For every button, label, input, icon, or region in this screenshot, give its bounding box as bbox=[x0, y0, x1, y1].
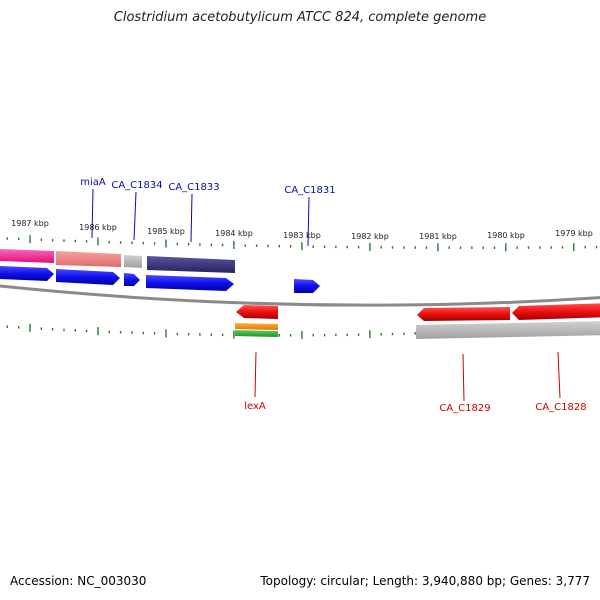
feature-salmon bbox=[56, 251, 121, 267]
feature-track bbox=[0, 249, 235, 273]
feature-grey bbox=[124, 255, 142, 268]
feature-grey-long bbox=[416, 321, 600, 339]
gene-label-CA_C1829[interactable]: CA_C1829 bbox=[439, 403, 490, 414]
map-title: Clostridium acetobutylicum ATCC 824, com… bbox=[113, 10, 487, 25]
gene-label-CA_C1834[interactable]: CA_C1834 bbox=[111, 180, 162, 191]
leader-lexA bbox=[254, 351, 257, 398]
gene-label-miaA[interactable]: miaA bbox=[80, 177, 106, 188]
feature-pink bbox=[0, 249, 54, 263]
reverse-gene-arrow[interactable] bbox=[512, 303, 600, 320]
scale-label-1986: 1986 kbp bbox=[79, 223, 117, 232]
forward-label-leaders bbox=[91, 188, 310, 247]
leader-miaA bbox=[91, 188, 94, 239]
chromosome-backbone bbox=[0, 284, 600, 307]
scale-label-1980: 1980 kbp bbox=[487, 231, 525, 240]
gene-label-CA_C1833[interactable]: CA_C1833 bbox=[168, 182, 219, 193]
forward-gene-arrow[interactable] bbox=[146, 275, 234, 291]
forward-gene-arrow[interactable] bbox=[294, 279, 320, 293]
reverse-genes bbox=[236, 303, 600, 321]
reverse-label-leaders bbox=[254, 351, 561, 402]
accession-text: Accession: NC_003030 bbox=[10, 574, 147, 588]
outer-scale-ticks bbox=[6, 235, 598, 252]
gene-label-CA_C1831[interactable]: CA_C1831 bbox=[284, 185, 335, 196]
reverse-gene-arrow[interactable] bbox=[417, 307, 510, 321]
genome-summary-text: Topology: circular; Length: 3,940,880 bp… bbox=[260, 574, 590, 588]
gene-label-CA_C1828[interactable]: CA_C1828 bbox=[535, 402, 586, 413]
forward-genes bbox=[0, 266, 320, 293]
feature-navy bbox=[147, 256, 235, 273]
gene-label-lexA[interactable]: lexA bbox=[244, 401, 266, 412]
feature-green bbox=[235, 330, 278, 337]
scale-label-1987: 1987 kbp bbox=[11, 219, 49, 228]
leader-CA_C1834 bbox=[133, 191, 137, 241]
forward-gene-arrow[interactable] bbox=[0, 266, 54, 281]
scale-label-1979: 1979 kbp bbox=[555, 229, 593, 238]
reverse-gene-arrow[interactable] bbox=[236, 305, 278, 319]
leader-CA_C1829 bbox=[462, 353, 465, 402]
scale-label-1984: 1984 kbp bbox=[215, 229, 253, 238]
reverse-feature-track bbox=[235, 321, 600, 339]
forward-gene-arrow[interactable] bbox=[56, 269, 120, 285]
leader-CA_C1833 bbox=[190, 193, 193, 243]
leader-CA_C1828 bbox=[557, 351, 561, 399]
scale-label-1981: 1981 kbp bbox=[419, 232, 457, 241]
feature-orange bbox=[235, 323, 278, 330]
scale-label-1985: 1985 kbp bbox=[147, 227, 185, 236]
scale-label-1983: 1983 kbp bbox=[283, 231, 321, 240]
forward-gene-arrow[interactable] bbox=[124, 273, 140, 286]
leader-CA_C1831 bbox=[307, 196, 310, 247]
scale-label-1982: 1982 kbp bbox=[351, 232, 389, 241]
